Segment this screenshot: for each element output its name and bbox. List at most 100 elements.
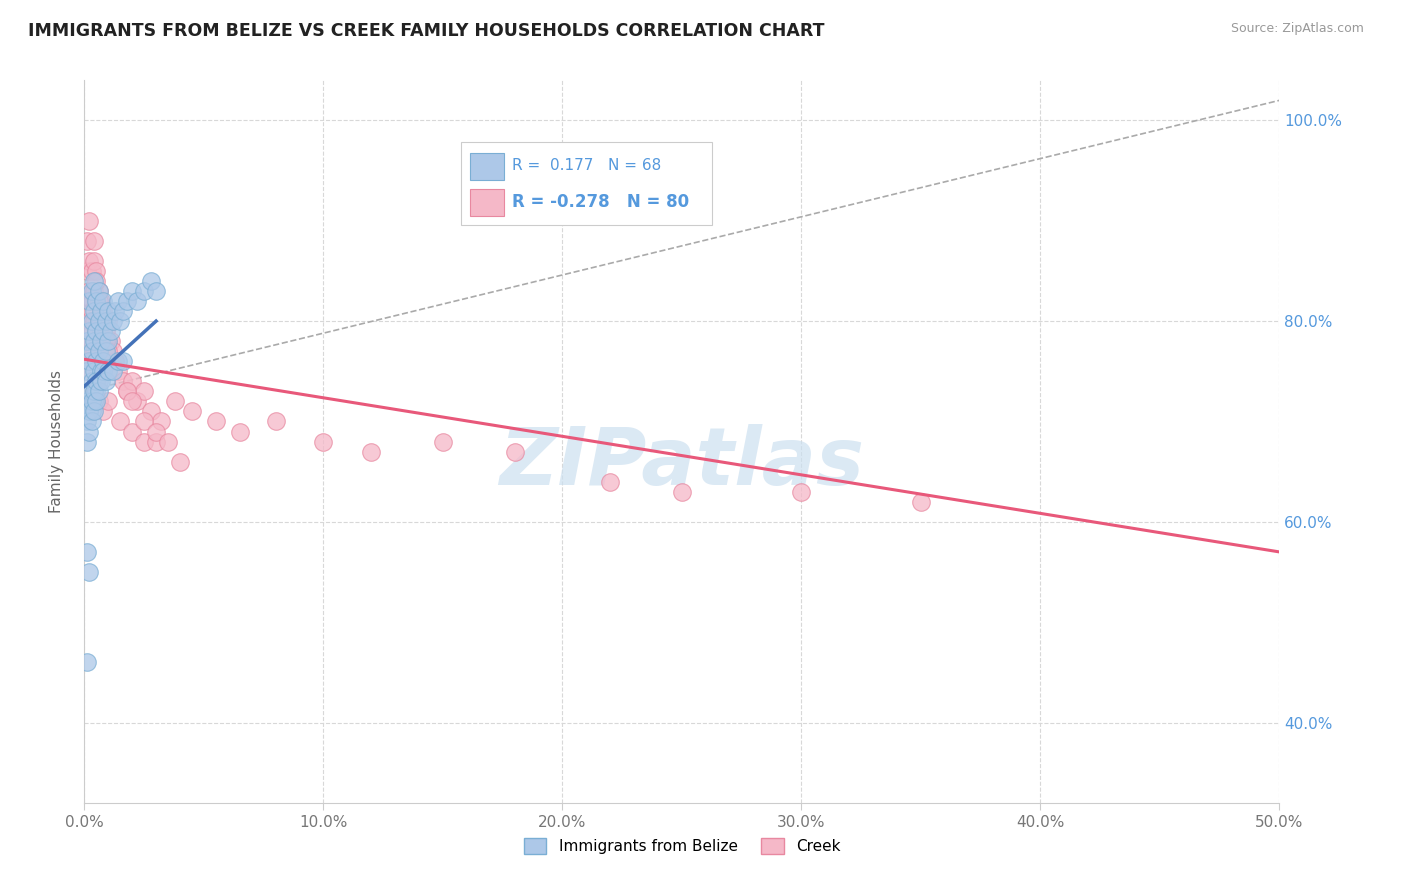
- Point: [111, 375, 134, 389]
- Point: [94, 375, 117, 389]
- Point: [111, 354, 134, 368]
- Point: [77, 354, 100, 368]
- Point: [77, 354, 100, 368]
- Point: [101, 344, 124, 359]
- Point: [87, 344, 110, 359]
- Point: [87, 293, 110, 308]
- Point: [101, 314, 124, 328]
- Point: [86, 324, 108, 338]
- Point: [93, 304, 115, 318]
- Point: [101, 364, 124, 378]
- Point: [87, 384, 110, 399]
- Point: [97, 364, 120, 378]
- Point: [93, 354, 115, 368]
- Point: [599, 475, 621, 489]
- Point: [77, 324, 100, 338]
- Point: [910, 494, 932, 508]
- Point: [80, 293, 103, 308]
- Point: [86, 264, 108, 278]
- Point: [94, 314, 117, 328]
- Point: [94, 334, 117, 348]
- Point: [165, 394, 187, 409]
- Point: [83, 404, 105, 418]
- Point: [132, 384, 156, 399]
- Text: IMMIGRANTS FROM BELIZE VS CREEK FAMILY HOUSEHOLDS CORRELATION CHART: IMMIGRANTS FROM BELIZE VS CREEK FAMILY H…: [28, 22, 825, 40]
- Point: [80, 404, 103, 418]
- Point: [132, 434, 156, 449]
- Point: [73, 364, 96, 378]
- Point: [104, 304, 127, 318]
- Point: [86, 274, 108, 288]
- Point: [76, 234, 98, 248]
- Point: [87, 314, 110, 328]
- Point: [87, 284, 110, 298]
- Point: [97, 314, 120, 328]
- Point: [97, 334, 120, 348]
- Point: [76, 394, 98, 409]
- Point: [80, 314, 103, 328]
- Point: [790, 484, 813, 499]
- Point: [77, 293, 100, 308]
- Point: [93, 364, 115, 378]
- Point: [86, 324, 108, 338]
- Point: [86, 293, 108, 308]
- Point: [77, 404, 100, 418]
- Point: [141, 274, 163, 288]
- Point: [107, 364, 129, 378]
- Point: [80, 344, 103, 359]
- Y-axis label: Family Households: Family Households: [49, 370, 63, 513]
- Point: [94, 324, 117, 338]
- Point: [181, 404, 204, 418]
- Point: [157, 434, 180, 449]
- FancyBboxPatch shape: [471, 153, 503, 180]
- Point: [117, 384, 139, 399]
- Point: [93, 404, 115, 418]
- Point: [86, 384, 108, 399]
- Text: R =  0.177   N = 68: R = 0.177 N = 68: [512, 158, 661, 173]
- Point: [83, 334, 105, 348]
- Point: [76, 364, 98, 378]
- Point: [86, 293, 108, 308]
- Point: [80, 264, 103, 278]
- Point: [205, 414, 228, 428]
- Point: [90, 324, 112, 338]
- Point: [77, 213, 100, 227]
- Point: [125, 293, 148, 308]
- Point: [80, 394, 103, 409]
- Point: [503, 444, 526, 458]
- Point: [110, 414, 132, 428]
- Point: [76, 655, 98, 669]
- Point: [432, 434, 454, 449]
- Point: [87, 314, 110, 328]
- Point: [86, 394, 108, 409]
- Point: [76, 264, 98, 278]
- Point: [76, 545, 98, 559]
- FancyBboxPatch shape: [471, 188, 503, 216]
- Point: [76, 334, 98, 348]
- Point: [93, 324, 115, 338]
- Point: [145, 434, 167, 449]
- Point: [83, 384, 105, 399]
- Point: [100, 324, 122, 338]
- Point: [141, 404, 163, 418]
- Point: [169, 454, 191, 469]
- Point: [132, 414, 156, 428]
- Point: [87, 394, 110, 409]
- Point: [77, 314, 100, 328]
- FancyBboxPatch shape: [461, 142, 711, 225]
- Point: [80, 324, 103, 338]
- Point: [264, 414, 287, 428]
- Point: [83, 234, 105, 248]
- Point: [86, 375, 108, 389]
- Point: [94, 344, 117, 359]
- Point: [83, 274, 105, 288]
- Point: [76, 414, 98, 428]
- Point: [90, 314, 112, 328]
- Point: [93, 334, 115, 348]
- Point: [145, 284, 167, 298]
- Point: [86, 375, 108, 389]
- Point: [97, 334, 120, 348]
- Point: [100, 334, 122, 348]
- Point: [83, 364, 105, 378]
- Point: [110, 314, 132, 328]
